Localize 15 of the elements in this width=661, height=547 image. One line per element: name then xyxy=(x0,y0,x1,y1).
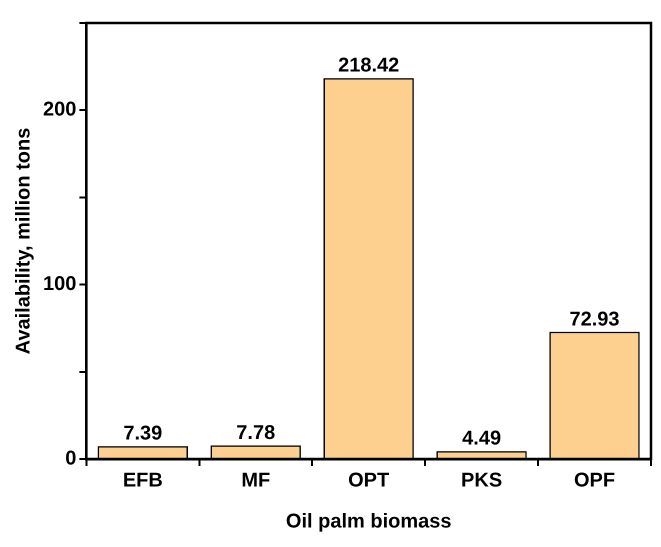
y-axis-title: Availability, million tons xyxy=(12,128,35,354)
x-tick-label: EFB xyxy=(122,470,163,492)
x-tick-label: OPT xyxy=(348,470,390,492)
y-tick-label: 0 xyxy=(65,448,76,470)
data-label: 4.49 xyxy=(462,428,502,450)
x-tick-label: OPF xyxy=(574,470,616,492)
x-tick-label: MF xyxy=(241,470,270,492)
y-tick-label: 200 xyxy=(42,98,76,121)
y-tick-label: 100 xyxy=(42,273,76,296)
data-label: 218.42 xyxy=(338,54,400,77)
x-axis-title: Oil palm biomass xyxy=(286,510,452,533)
x-tick-label: PKS xyxy=(461,470,502,492)
data-label: 7.78 xyxy=(236,422,276,444)
data-label: 7.39 xyxy=(123,422,162,445)
data-label: 72.93 xyxy=(570,308,620,330)
